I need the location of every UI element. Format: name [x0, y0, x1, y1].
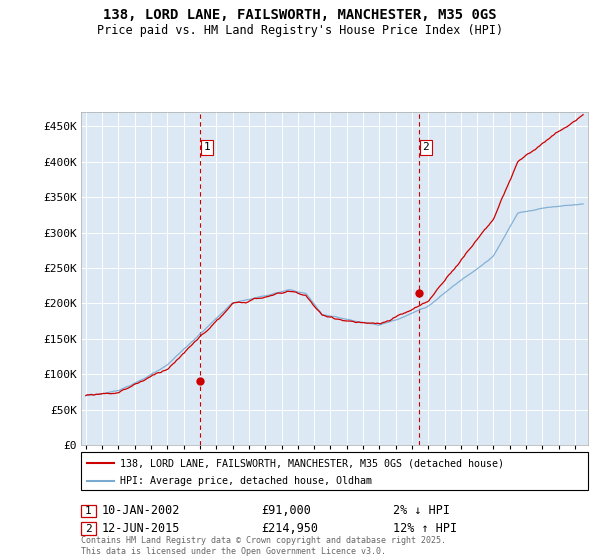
Text: 10-JAN-2002: 10-JAN-2002: [102, 504, 181, 517]
Text: 1: 1: [204, 142, 211, 152]
Text: 138, LORD LANE, FAILSWORTH, MANCHESTER, M35 0GS: 138, LORD LANE, FAILSWORTH, MANCHESTER, …: [103, 8, 497, 22]
Text: Price paid vs. HM Land Registry's House Price Index (HPI): Price paid vs. HM Land Registry's House …: [97, 24, 503, 36]
Text: £91,000: £91,000: [261, 504, 311, 517]
Text: £214,950: £214,950: [261, 522, 318, 535]
Text: 1: 1: [85, 506, 92, 516]
Text: Contains HM Land Registry data © Crown copyright and database right 2025.
This d: Contains HM Land Registry data © Crown c…: [81, 536, 446, 556]
Text: 12-JUN-2015: 12-JUN-2015: [102, 522, 181, 535]
Text: 138, LORD LANE, FAILSWORTH, MANCHESTER, M35 0GS (detached house): 138, LORD LANE, FAILSWORTH, MANCHESTER, …: [120, 458, 504, 468]
Text: HPI: Average price, detached house, Oldham: HPI: Average price, detached house, Oldh…: [120, 476, 372, 486]
Text: 12% ↑ HPI: 12% ↑ HPI: [393, 522, 457, 535]
Text: 2: 2: [85, 524, 92, 534]
Text: 2% ↓ HPI: 2% ↓ HPI: [393, 504, 450, 517]
Text: 2: 2: [422, 142, 429, 152]
